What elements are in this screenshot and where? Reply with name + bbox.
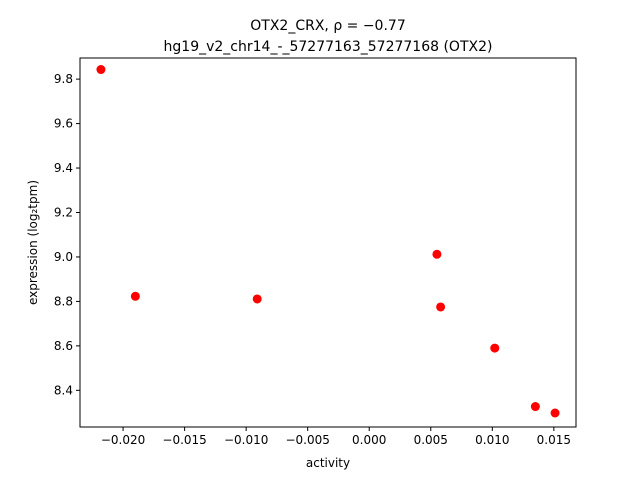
y-tick-label: 9.4 (54, 161, 73, 175)
data-point (252, 294, 262, 304)
y-tick-label: 8.6 (54, 339, 73, 353)
data-point (96, 65, 106, 75)
data-point (432, 249, 442, 259)
y-tick-label: 9.8 (54, 72, 73, 86)
data-point (436, 302, 446, 312)
x-tick-label: −0.010 (224, 433, 268, 447)
y-tick-label: 9.6 (54, 117, 73, 131)
plot-frame (79, 57, 577, 428)
x-tick-label: −0.005 (285, 433, 329, 447)
y-tick-label: 9.0 (54, 250, 73, 264)
plot-area: −0.020 −0.015 −0.010 −0.005 0.000 0.005 0.010 0… (54, 65, 571, 447)
data-point (130, 291, 140, 301)
x-tick-label: −0.020 (101, 433, 145, 447)
y-tick-label: 9.2 (54, 205, 73, 219)
y-tick-label: 8.4 (54, 383, 73, 397)
y-axis-label: expression (log₂tpm) (26, 180, 40, 305)
chart-title-line2: hg19_v2_chr14_-_57277163_57277168 (OTX2) (164, 39, 493, 55)
data-point (530, 402, 540, 412)
data-point (550, 408, 560, 418)
x-tick-label: −0.015 (162, 433, 206, 447)
x-tick-label: 0.000 (352, 433, 386, 447)
x-tick-label: 0.010 (475, 433, 509, 447)
x-axis-label: activity (306, 456, 350, 470)
chart-title-line1: OTX2_CRX, ρ = −0.77 (250, 18, 405, 34)
x-tick-label: 0.005 (414, 433, 448, 447)
data-point (490, 343, 500, 353)
x-tick-label: 0.015 (537, 433, 571, 447)
y-tick-label: 8.8 (54, 294, 73, 308)
